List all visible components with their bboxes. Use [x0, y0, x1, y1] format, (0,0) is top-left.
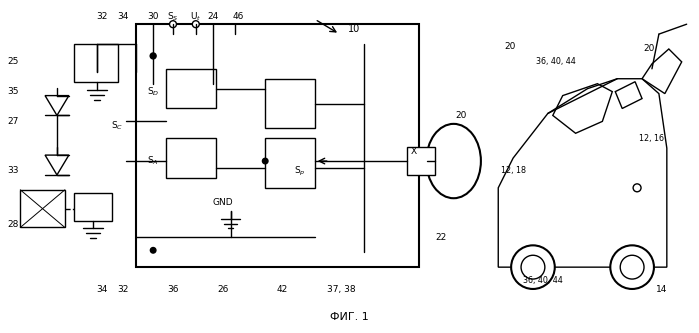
Text: 42: 42: [276, 285, 288, 294]
Text: GND: GND: [212, 198, 233, 207]
Text: 22: 22: [435, 233, 447, 242]
Text: 12, 16: 12, 16: [640, 134, 665, 143]
Circle shape: [192, 21, 199, 28]
Circle shape: [521, 255, 545, 279]
Text: U$_t$: U$_t$: [190, 10, 201, 23]
Circle shape: [610, 245, 654, 289]
Circle shape: [170, 21, 176, 28]
Circle shape: [620, 255, 644, 279]
Text: 14: 14: [656, 285, 668, 294]
Text: 36: 36: [167, 285, 179, 294]
Text: 35: 35: [8, 87, 19, 96]
Bar: [166, 138, 215, 178]
Text: S$_C$: S$_C$: [111, 119, 124, 132]
Text: 20: 20: [643, 45, 655, 54]
Text: S$_D$: S$_D$: [147, 85, 159, 98]
Text: 34: 34: [96, 285, 107, 294]
Bar: [136, 24, 419, 267]
Text: 34: 34: [117, 12, 129, 21]
Text: 32: 32: [96, 12, 107, 21]
Circle shape: [511, 245, 555, 289]
Text: 27: 27: [8, 117, 19, 126]
Text: 25: 25: [8, 57, 19, 66]
Circle shape: [150, 247, 156, 253]
Text: 20: 20: [505, 42, 516, 51]
Text: 10: 10: [348, 24, 361, 34]
Text: X: X: [411, 147, 417, 156]
Text: 30: 30: [147, 12, 159, 21]
Text: S$_A$: S$_A$: [147, 155, 159, 167]
Bar: [265, 138, 315, 188]
Text: 36, 40, 44: 36, 40, 44: [523, 275, 563, 284]
Bar: [74, 44, 118, 82]
Text: 12, 18: 12, 18: [501, 166, 526, 175]
Text: ФИГ. 1: ФИГ. 1: [330, 312, 369, 322]
Circle shape: [150, 53, 156, 59]
Bar: [20, 190, 65, 227]
Bar: [166, 69, 215, 109]
Text: 46: 46: [233, 12, 244, 21]
Text: S$_S$: S$_S$: [167, 10, 179, 23]
Text: 36, 40, 44: 36, 40, 44: [536, 57, 576, 66]
Text: 32: 32: [117, 285, 129, 294]
Text: 37, 38: 37, 38: [327, 285, 356, 294]
Text: 24: 24: [207, 12, 218, 21]
Bar: [265, 79, 315, 128]
Text: 26: 26: [217, 285, 229, 294]
Bar: [407, 147, 435, 175]
Text: 28: 28: [8, 220, 19, 229]
Bar: [74, 193, 112, 220]
Text: S$_p$: S$_p$: [294, 165, 305, 177]
Text: 33: 33: [8, 166, 19, 175]
Circle shape: [633, 184, 641, 192]
Circle shape: [262, 158, 268, 164]
Ellipse shape: [426, 124, 481, 198]
Text: 20: 20: [455, 111, 466, 120]
